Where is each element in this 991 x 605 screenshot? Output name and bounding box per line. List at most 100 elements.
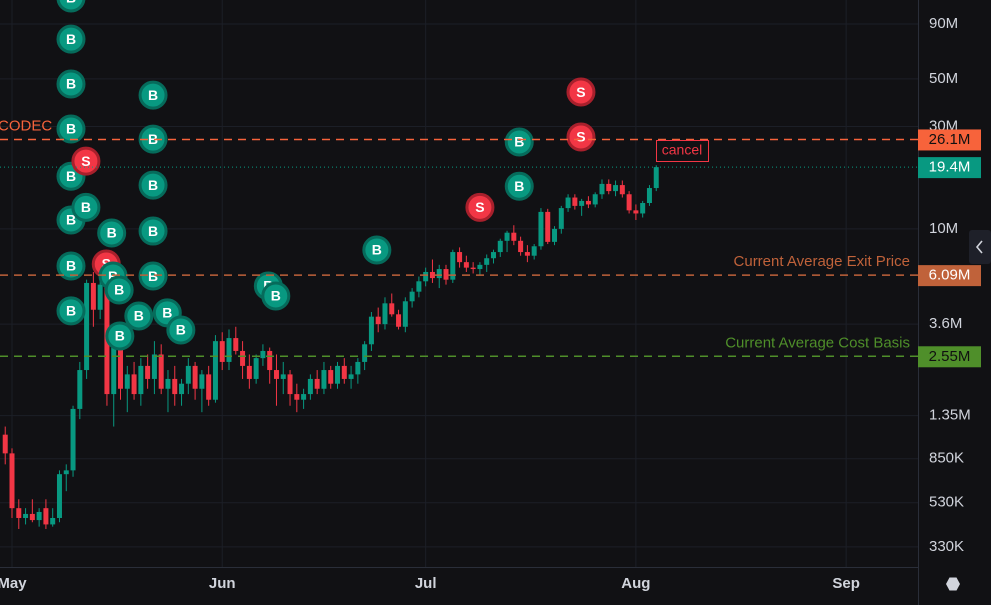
plot-area: BBBBBBBBSBBSBBBBBBBBBBBBBBSBBSS	[2, 0, 659, 529]
candle-body	[77, 370, 83, 409]
trade-marker	[261, 281, 291, 311]
candle-body	[477, 264, 483, 270]
candle-body	[260, 350, 266, 359]
candle-body	[9, 453, 15, 509]
candle-body	[538, 211, 544, 247]
trade-marker	[138, 170, 168, 200]
candle-body	[646, 188, 652, 204]
candle-body	[23, 513, 29, 518]
candle-body	[572, 197, 578, 206]
candle-body	[111, 341, 117, 395]
trade-marker-label: S	[576, 129, 585, 145]
trade-marker	[105, 321, 135, 351]
candle-body	[124, 374, 130, 389]
candle-body	[84, 282, 90, 371]
y-tick-label: 330K	[929, 538, 964, 555]
trade-marker-label: B	[81, 199, 91, 215]
trade-marker	[465, 192, 495, 222]
candle-body	[436, 269, 442, 279]
candle-body	[294, 394, 300, 400]
trade-marker-label: S	[475, 199, 484, 215]
trade-marker	[138, 216, 168, 246]
candle-body	[335, 365, 341, 384]
candle-body	[606, 183, 612, 192]
candle-body	[552, 228, 558, 242]
candle-body	[389, 303, 395, 315]
trade-marker-label: B	[66, 0, 76, 6]
trade-marker	[566, 77, 596, 107]
candle-body	[273, 370, 279, 379]
price-line-label: CODEC	[0, 117, 52, 134]
trade-markers: BBBBBBBBSBBSBBBBBBBBBBBBBBSBBSS	[56, 0, 596, 351]
trade-marker-label: B	[66, 76, 76, 92]
candle-body	[531, 246, 537, 256]
trade-marker-label: B	[162, 305, 172, 321]
y-tick-label: 530K	[929, 494, 964, 511]
cancel-button[interactable]: cancel	[656, 140, 709, 162]
candle-body	[348, 374, 354, 379]
trade-marker-label: B	[372, 242, 382, 258]
trade-marker-label: B	[114, 282, 124, 298]
candle-body	[240, 350, 246, 366]
trade-marker	[124, 301, 154, 331]
price-badge	[918, 346, 981, 368]
candle-body	[633, 210, 639, 214]
y-tick-label: 90M	[929, 15, 958, 32]
candle-body	[619, 185, 625, 195]
candle-body	[301, 394, 307, 400]
trade-marker	[56, 69, 86, 99]
candle-body	[558, 208, 564, 229]
candle-body	[579, 200, 585, 206]
candle-body	[172, 378, 178, 395]
candle-body	[626, 194, 632, 211]
candle-body	[396, 314, 402, 327]
candle-body	[368, 316, 374, 345]
collapse-toggle[interactable]	[969, 230, 991, 264]
x-tick-label: Jul	[415, 575, 437, 592]
candle-body	[504, 232, 510, 241]
candle-body	[592, 194, 598, 205]
candle-body	[640, 203, 646, 214]
trade-marker-label: S	[576, 84, 585, 100]
trade-marker-label: B	[271, 288, 281, 304]
candle-body	[524, 252, 530, 256]
trade-marker	[166, 315, 196, 345]
trade-marker-label: B	[514, 134, 524, 150]
price-badge-label: 26.1M	[929, 131, 971, 148]
y-tick-label: 3.6M	[929, 315, 962, 332]
candle-body	[63, 470, 69, 475]
candle-body	[484, 258, 490, 265]
candle-body	[70, 408, 76, 471]
cancel-label[interactable]: cancel	[662, 142, 702, 158]
candle-body	[287, 374, 293, 395]
candle-body	[443, 269, 449, 280]
candle-body	[253, 358, 259, 379]
trade-marker-label: B	[134, 308, 144, 324]
candle-body	[199, 374, 205, 389]
candle-body	[165, 378, 171, 389]
trade-marker	[97, 218, 127, 248]
trade-marker-label: B	[66, 258, 76, 274]
price-badge	[918, 157, 981, 179]
candle-body	[56, 474, 62, 518]
candle-body	[192, 365, 198, 389]
candle-body	[226, 338, 232, 362]
trade-marker	[138, 261, 168, 291]
trade-marker	[56, 251, 86, 281]
candle-body	[2, 434, 8, 454]
trade-marker-label: B	[148, 87, 158, 103]
candle-body	[138, 365, 144, 395]
candle-body	[355, 361, 361, 375]
trade-marker-label: B	[148, 223, 158, 239]
candle-body	[429, 271, 435, 279]
settings-icon[interactable]	[946, 577, 960, 591]
candle-body	[653, 167, 659, 189]
x-tick-label: May	[0, 575, 27, 592]
candle-body	[131, 374, 137, 395]
trade-marker-label: B	[107, 225, 117, 241]
price-badge-label: 6.09M	[929, 267, 971, 284]
trade-marker	[566, 122, 596, 152]
candle-body	[423, 271, 429, 282]
